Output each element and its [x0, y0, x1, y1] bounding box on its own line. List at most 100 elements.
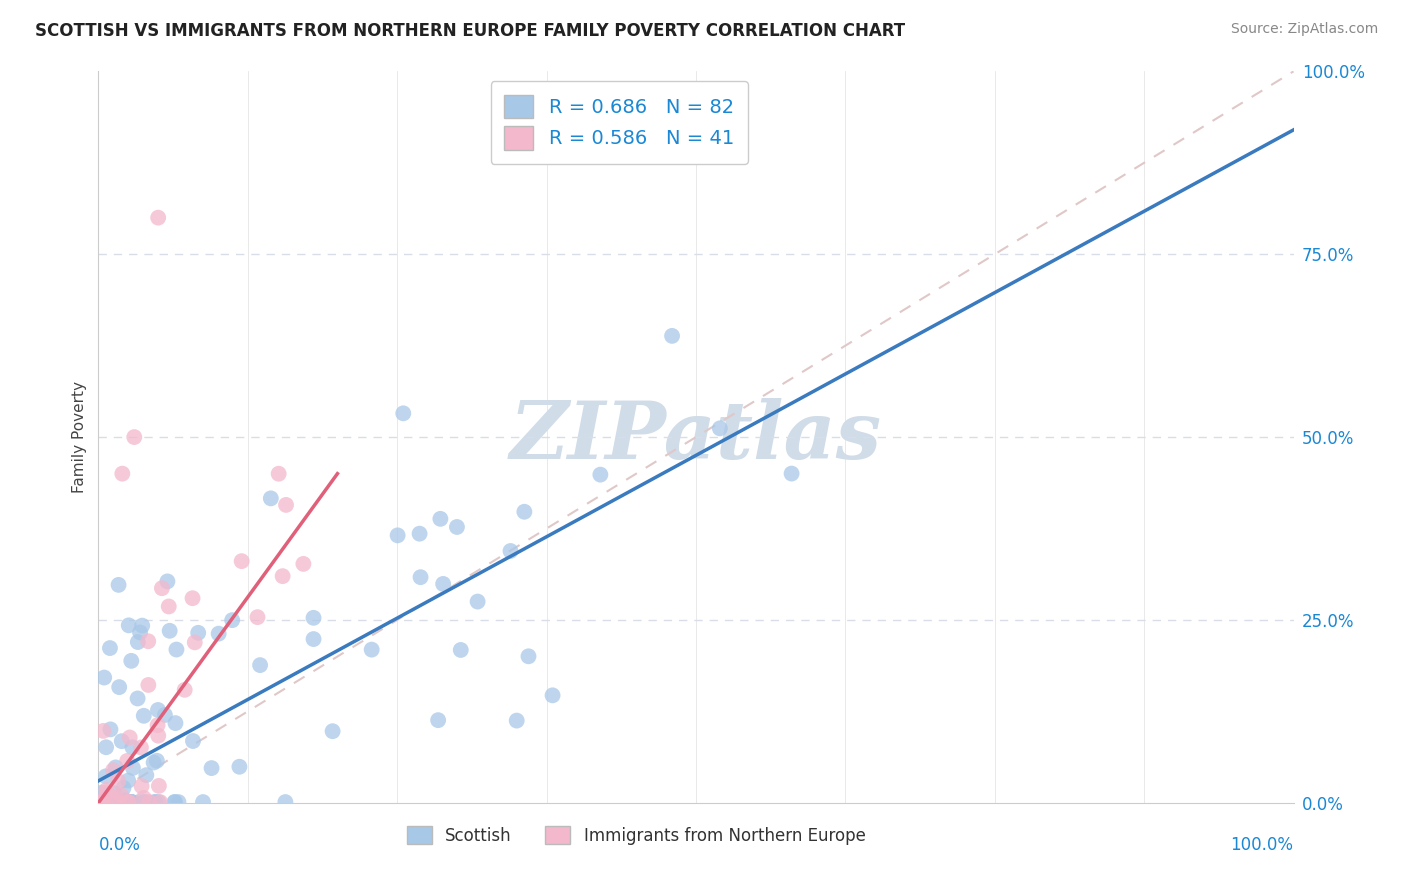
Point — [153, 708, 176, 723]
Point — [165, 716, 187, 731]
Point — [124, 430, 146, 444]
Point — [91, 795, 114, 809]
Point — [115, 754, 138, 768]
Point — [157, 599, 180, 614]
Point — [149, 795, 172, 809]
Point — [446, 520, 468, 534]
Point — [159, 624, 181, 638]
Point — [110, 795, 132, 809]
Point — [163, 795, 186, 809]
Point — [118, 731, 141, 745]
Point — [117, 795, 139, 809]
Point — [112, 780, 135, 795]
Point — [111, 734, 134, 748]
Point — [589, 467, 612, 482]
Point — [91, 786, 114, 800]
Text: 0.0%: 0.0% — [98, 836, 141, 854]
Point — [103, 795, 125, 809]
Point — [148, 779, 170, 793]
Point — [90, 795, 112, 809]
Text: Source: ZipAtlas.com: Source: ZipAtlas.com — [1230, 22, 1378, 37]
Point — [246, 610, 269, 624]
Point — [165, 642, 187, 657]
Point — [148, 795, 170, 809]
Point — [128, 795, 150, 809]
Point — [181, 734, 204, 748]
Point — [93, 723, 115, 738]
Point — [117, 773, 139, 788]
Point — [780, 467, 803, 481]
Point — [221, 613, 243, 627]
Y-axis label: Family Poverty: Family Poverty — [72, 381, 87, 493]
Point — [110, 795, 132, 809]
Point — [271, 569, 294, 583]
Point — [499, 544, 522, 558]
Point — [163, 795, 186, 809]
Point — [541, 689, 564, 703]
Point — [110, 789, 132, 803]
Point — [249, 658, 271, 673]
Point — [392, 406, 415, 420]
Point — [136, 634, 159, 648]
Point — [360, 642, 382, 657]
Point — [121, 795, 143, 809]
Point — [274, 795, 297, 809]
Point — [132, 791, 155, 805]
Point — [94, 740, 117, 755]
Point — [132, 795, 155, 809]
Point — [96, 785, 118, 799]
Point — [156, 574, 179, 589]
Point — [121, 795, 143, 809]
Point — [129, 740, 152, 755]
Point — [150, 581, 173, 595]
Point — [112, 795, 135, 809]
Point — [173, 682, 195, 697]
Point — [131, 618, 153, 632]
Point — [93, 795, 115, 809]
Point — [127, 635, 149, 649]
Point — [146, 718, 169, 732]
Point — [432, 577, 454, 591]
Point — [122, 761, 145, 775]
Point — [120, 654, 142, 668]
Point — [231, 554, 253, 568]
Point — [143, 795, 166, 809]
Text: ZIPatlas: ZIPatlas — [510, 399, 882, 475]
Point — [129, 625, 152, 640]
Point — [111, 467, 134, 481]
Point — [131, 779, 153, 793]
Point — [181, 591, 204, 606]
Point — [121, 795, 143, 809]
Point — [89, 795, 111, 809]
Point — [302, 632, 325, 646]
Point — [98, 641, 121, 656]
Point — [118, 618, 141, 632]
Point — [208, 626, 231, 640]
Point — [260, 491, 283, 506]
Point — [200, 761, 222, 775]
Point — [187, 625, 209, 640]
Point — [134, 795, 156, 809]
Point — [322, 724, 344, 739]
Point — [118, 795, 141, 809]
Point — [167, 795, 190, 809]
Point — [135, 768, 157, 782]
Point — [90, 795, 112, 809]
Legend: Scottish, Immigrants from Northern Europe: Scottish, Immigrants from Northern Europ… — [399, 818, 873, 853]
Point — [104, 760, 127, 774]
Point — [138, 678, 160, 692]
Point — [107, 774, 129, 789]
Point — [429, 512, 451, 526]
Point — [267, 467, 290, 481]
Point — [292, 557, 315, 571]
Point — [146, 703, 169, 717]
Point — [146, 754, 169, 768]
Point — [138, 795, 160, 809]
Point — [121, 740, 143, 755]
Text: 100.0%: 100.0% — [1230, 836, 1294, 854]
Point — [191, 795, 214, 809]
Point — [143, 795, 166, 809]
Point — [108, 680, 131, 694]
Point — [506, 714, 529, 728]
Point — [661, 329, 683, 343]
